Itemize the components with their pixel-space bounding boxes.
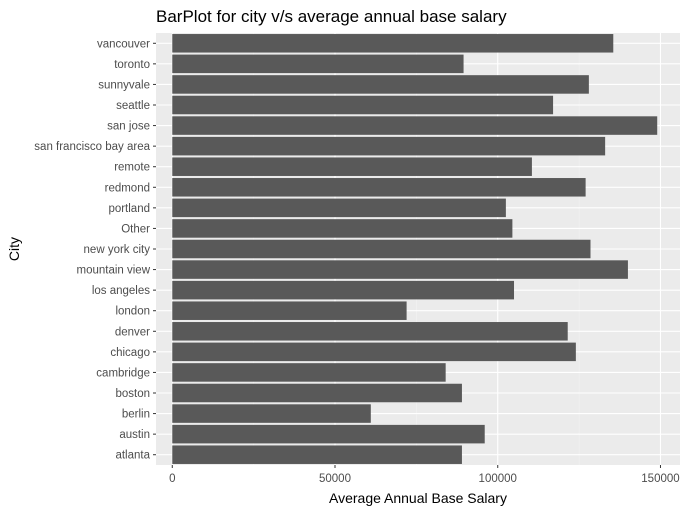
chart-title: BarPlot for city v/s average annual base…: [156, 7, 507, 26]
y-tick-label: cambridge: [96, 367, 150, 379]
x-axis-ticks: 0 50000 100000 150000: [169, 465, 680, 485]
bar-san-francisco-bay-area: [172, 136, 606, 156]
bar-berlin: [172, 404, 371, 423]
y-tick-label: boston: [115, 388, 150, 400]
y-tick-label: vancouver: [97, 38, 150, 50]
bar-london: [172, 301, 407, 320]
bar-seattle: [172, 95, 554, 115]
y-tick-label: austin: [119, 429, 150, 441]
y-tick-label: san jose: [107, 121, 150, 133]
bar-new-york-city: [172, 239, 591, 259]
y-tick-label: atlanta: [115, 450, 150, 462]
bar-boston: [172, 383, 462, 403]
y-tick-label: mountain view: [76, 265, 150, 277]
bar-portland: [172, 198, 506, 218]
y-tick-label: seattle: [116, 100, 150, 112]
bar-sunnyvale: [172, 75, 589, 94]
bar-san-jose: [172, 116, 658, 135]
bar-los-angeles: [172, 280, 515, 300]
bar-atlanta: [172, 445, 462, 464]
y-tick-label: Other: [121, 223, 150, 235]
x-tick-label: 150000: [641, 473, 679, 485]
y-tick-label: chicago: [110, 347, 150, 359]
bar-redmond: [172, 178, 586, 197]
y-tick-label: london: [115, 306, 150, 318]
y-axis-ticks: vancouver toronto sunnyvale seattle san jose…: [34, 38, 156, 462]
bar-remote: [172, 157, 532, 176]
x-tick-label: 100000: [479, 473, 517, 485]
y-tick-label: remote: [114, 162, 150, 174]
y-tick-label: san francisco bay area: [34, 141, 150, 153]
bar-vancouver: [172, 34, 614, 53]
x-axis-title: Average Annual Base Salary: [329, 490, 507, 506]
bar-toronto: [172, 54, 464, 74]
bar-austin: [172, 424, 485, 444]
y-tick-label: new york city: [84, 244, 151, 256]
y-tick-label: berlin: [122, 409, 150, 421]
bar-mountain-view: [172, 260, 628, 279]
y-tick-label: redmond: [105, 182, 150, 194]
y-tick-label: toronto: [114, 59, 150, 71]
bar-other: [172, 219, 513, 238]
y-tick-label: denver: [115, 326, 150, 338]
bar-cambridge: [172, 363, 446, 382]
y-tick-label: los angeles: [92, 285, 150, 297]
x-tick-label: 0: [169, 473, 175, 485]
y-tick-label: portland: [108, 203, 150, 215]
y-axis-title: City: [6, 237, 22, 261]
bars-group: [172, 34, 658, 464]
bar-chicago: [172, 342, 576, 362]
bar-denver: [172, 322, 568, 341]
x-tick-label: 50000: [319, 473, 351, 485]
y-tick-label: sunnyvale: [98, 79, 150, 91]
